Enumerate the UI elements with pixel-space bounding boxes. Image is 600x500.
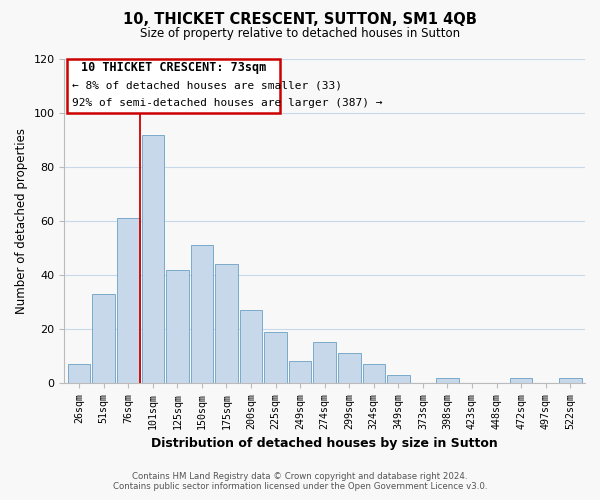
Bar bbox=[387, 375, 410, 383]
Bar bbox=[67, 59, 280, 113]
Bar bbox=[240, 310, 262, 383]
Bar bbox=[338, 353, 361, 383]
X-axis label: Distribution of detached houses by size in Sutton: Distribution of detached houses by size … bbox=[151, 437, 498, 450]
Text: 92% of semi-detached houses are larger (387) →: 92% of semi-detached houses are larger (… bbox=[72, 98, 382, 108]
Bar bbox=[117, 218, 140, 383]
Text: 10 THICKET CRESCENT: 73sqm: 10 THICKET CRESCENT: 73sqm bbox=[81, 60, 266, 74]
Bar bbox=[215, 264, 238, 383]
Bar bbox=[68, 364, 91, 383]
Bar bbox=[313, 342, 336, 383]
Bar bbox=[166, 270, 188, 383]
Bar bbox=[142, 134, 164, 383]
Text: ← 8% of detached houses are smaller (33): ← 8% of detached houses are smaller (33) bbox=[72, 80, 342, 90]
Bar bbox=[510, 378, 532, 383]
Text: Contains HM Land Registry data © Crown copyright and database right 2024.
Contai: Contains HM Land Registry data © Crown c… bbox=[113, 472, 487, 491]
Bar bbox=[264, 332, 287, 383]
Bar bbox=[362, 364, 385, 383]
Text: Size of property relative to detached houses in Sutton: Size of property relative to detached ho… bbox=[140, 28, 460, 40]
Bar bbox=[289, 362, 311, 383]
Bar bbox=[559, 378, 581, 383]
Text: 10, THICKET CRESCENT, SUTTON, SM1 4QB: 10, THICKET CRESCENT, SUTTON, SM1 4QB bbox=[123, 12, 477, 28]
Bar bbox=[92, 294, 115, 383]
Y-axis label: Number of detached properties: Number of detached properties bbox=[15, 128, 28, 314]
Bar bbox=[436, 378, 459, 383]
Bar bbox=[191, 246, 213, 383]
